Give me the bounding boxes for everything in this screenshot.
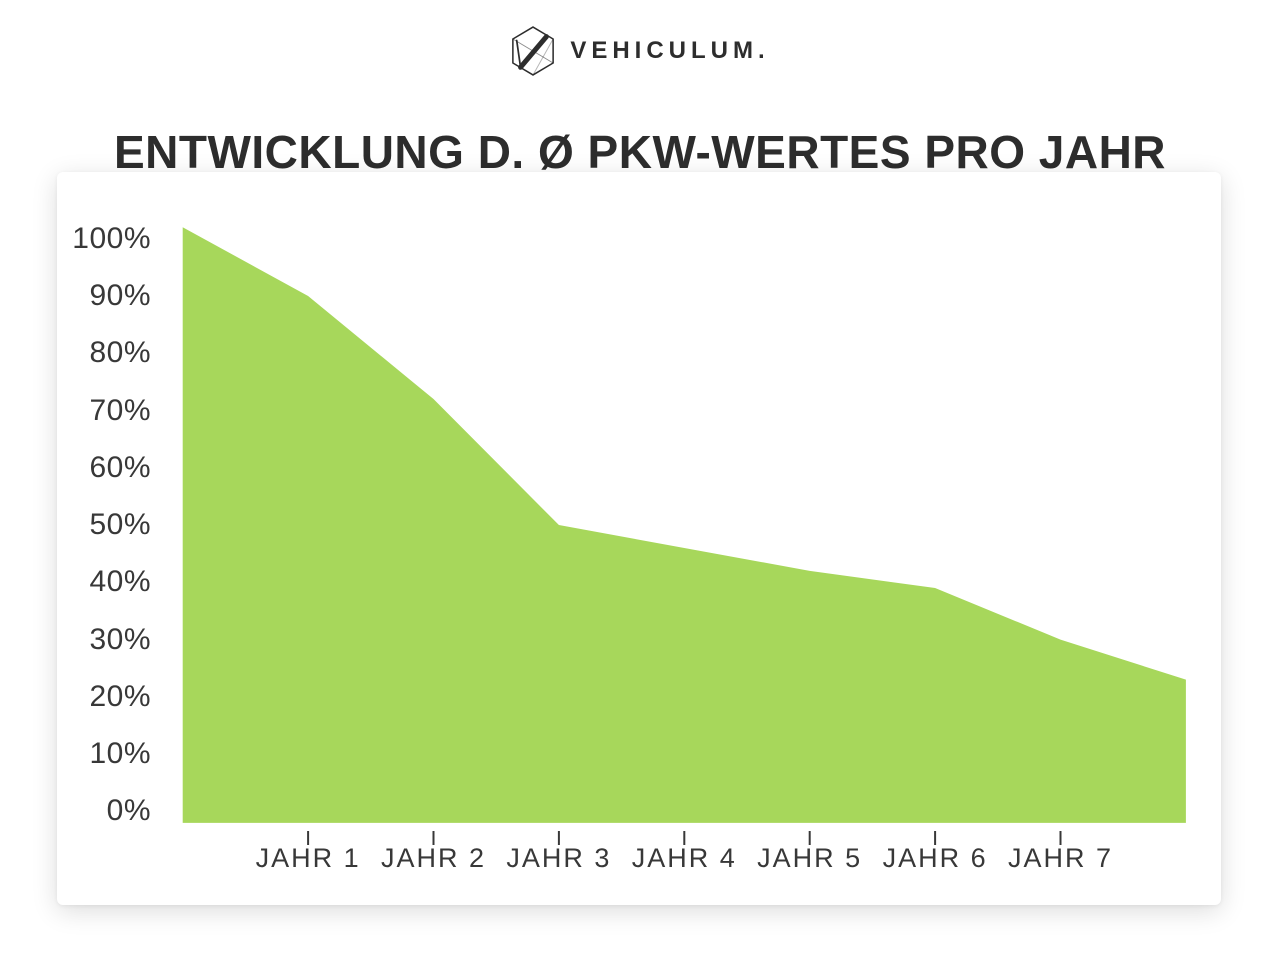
page-title: ENTWICKLUNG D. Ø PKW-WERTES PRO JAHR (113, 125, 1167, 178)
x-axis-label: JAHR 5 (757, 843, 863, 873)
chart-card: 100% 90% 80% 70% 60% 50% 40% 30% 20% 10% 0% JAHR 1… (57, 172, 1221, 905)
y-axis-label: 50% (89, 508, 151, 541)
x-axis-tick (432, 831, 435, 845)
y-axis-label: 20% (89, 679, 151, 713)
area-chart (182, 227, 1186, 845)
x-axis-tick (808, 831, 811, 845)
x-axis-label: JAHR 3 (506, 843, 612, 873)
x-axis-label: JAHR 2 (380, 843, 487, 873)
brand-header: VEHICULUM. (0, 26, 1280, 76)
brand-name: VEHICULUM. (570, 37, 770, 64)
x-axis-tick (307, 831, 310, 845)
x-axis-tick (557, 831, 560, 845)
x-axis-tick (683, 831, 686, 845)
y-axis-label: 90% (89, 279, 151, 312)
y-axis-label: 100% (72, 221, 151, 255)
x-axis-tick (934, 831, 937, 845)
y-axis-label: 70% (89, 393, 151, 427)
x-axis-tick (1059, 831, 1062, 845)
area-series (182, 227, 1186, 823)
y-axis-label: 80% (89, 336, 151, 370)
x-axis-ticks (307, 831, 1062, 845)
y-axis-label: 40% (89, 565, 151, 599)
x-axis-label: JAHR 6 (882, 843, 988, 873)
y-axis-label: 60% (89, 450, 151, 484)
x-axis-label: JAHR 1 (255, 843, 361, 873)
y-axis-label: 30% (89, 622, 151, 656)
vehiculum-hexagon-icon (512, 26, 555, 76)
x-axis-label: JAHR 4 (631, 843, 737, 873)
y-axis-label: 0% (106, 794, 151, 828)
x-axis-label: JAHR 7 (1007, 843, 1114, 873)
y-axis-label: 10% (89, 737, 151, 771)
